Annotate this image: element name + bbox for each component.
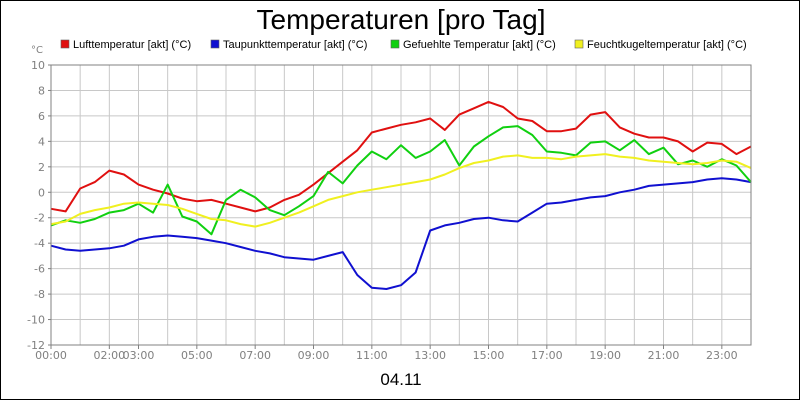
series-line-2	[50, 125, 752, 236]
y-tick-label: 0	[38, 186, 45, 199]
series-lines	[50, 100, 752, 290]
y-tick-label: 2	[38, 161, 45, 174]
y-axis: 10 8 6 4 2 0 -2 -4 -6 -8 -10 -12	[27, 59, 51, 352]
x-tick-label: 09:00	[298, 349, 330, 362]
x-tick-label: 21:00	[648, 349, 680, 362]
y-tick-label: -12	[27, 339, 45, 352]
legend-label-0: Lufttemperatur [akt] (°C)	[73, 39, 191, 51]
y-tick-label: -2	[34, 212, 45, 225]
legend: Lufttemperatur [akt] (°C) Taupunkttempera…	[60, 39, 747, 51]
y-tick-label: -4	[34, 237, 45, 250]
legend-label-1: Taupunkttemperatur [akt] (°C)	[223, 39, 367, 51]
series-line-1	[50, 177, 752, 290]
legend-swatch-2	[390, 39, 400, 49]
chart-title: Temperaturen [pro Tag]	[257, 4, 546, 35]
y-unit-label: °C	[31, 45, 43, 56]
plot-border	[50, 64, 752, 346]
x-tick-label: 02:00	[93, 349, 125, 362]
y-tick-label: -8	[34, 288, 45, 301]
series-line-0	[50, 100, 752, 213]
x-tick-label: 03:00	[123, 349, 155, 362]
grid	[50, 64, 752, 346]
x-tick-label: 05:00	[181, 349, 213, 362]
y-tick-label: -10	[27, 314, 45, 327]
x-tick-label: 07:00	[239, 349, 271, 362]
x-tick-label: 15:00	[473, 349, 505, 362]
legend-swatch-0	[60, 39, 70, 49]
legend-swatch-3	[574, 39, 584, 49]
y-tick-label: -6	[34, 263, 45, 276]
y-tick-label: 4	[38, 135, 45, 148]
y-tick-label: 6	[38, 110, 45, 123]
x-tick-label: 23:00	[706, 349, 738, 362]
series-line-3	[50, 153, 752, 228]
x-tick-label: 11:00	[356, 349, 388, 362]
x-tick-label: 19:00	[589, 349, 621, 362]
x-axis-label: 04.11	[380, 370, 421, 389]
x-tick-label: 17:00	[531, 349, 563, 362]
legend-swatch-1	[210, 39, 220, 49]
x-tick-label: 13:00	[414, 349, 446, 362]
x-tick-label: 00:00	[35, 349, 67, 362]
legend-label-3: Feuchtkugeltemperatur [akt] (°C)	[587, 39, 747, 51]
y-tick-label: 10	[31, 59, 45, 72]
legend-label-2: Gefuehlte Temperatur [akt] (°C)	[403, 39, 556, 51]
y-tick-label: 8	[38, 84, 45, 97]
